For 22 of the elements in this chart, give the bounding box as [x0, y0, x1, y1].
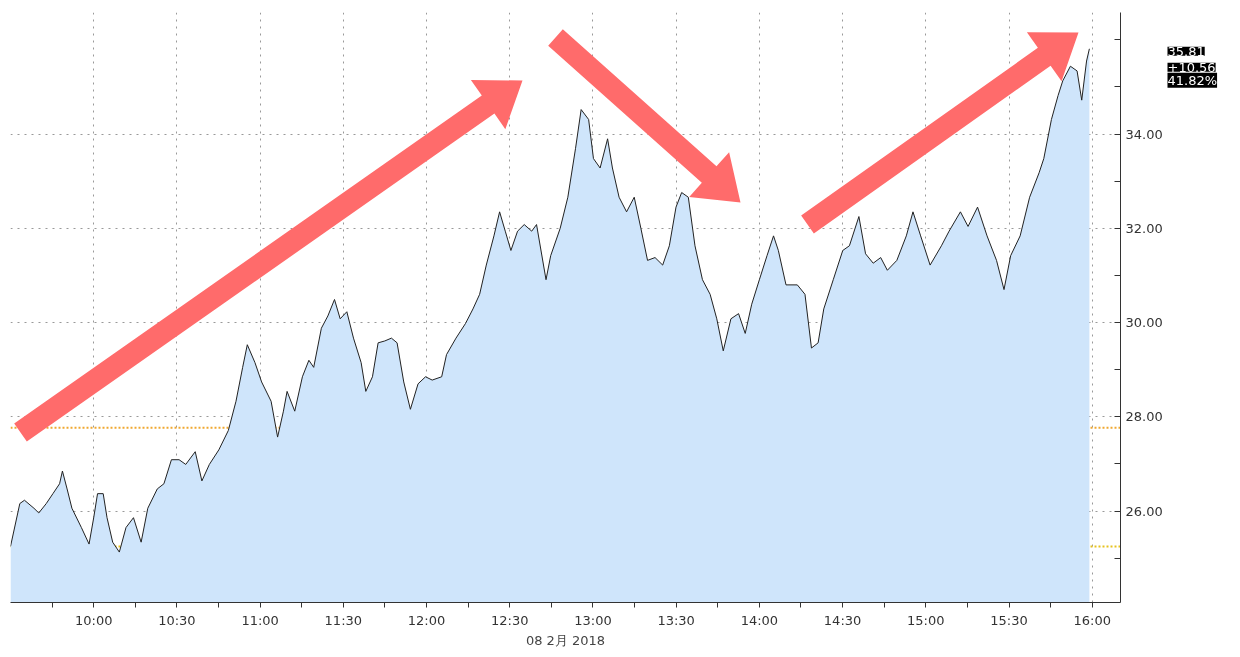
- x-tick-label: 11:00: [241, 612, 279, 628]
- x-tick-label: 12:30: [491, 612, 529, 628]
- x-tick-label: 13:30: [657, 612, 695, 628]
- x-axis-title: 08 2月 2018: [525, 632, 606, 648]
- x-tick-label: 12:00: [407, 612, 446, 628]
- x-tick-label: 13:00: [574, 612, 612, 628]
- x-tick-label: 11:30: [324, 612, 363, 628]
- x-tick-label: 15:30: [990, 612, 1028, 628]
- x-tick-label: 15:00: [907, 612, 945, 628]
- text: 41.82%: [1167, 72, 1218, 88]
- y-tick-label: 32.00: [1125, 220, 1163, 236]
- y-tick-label: 26.00: [1125, 503, 1163, 519]
- y-tick-label: 28.00: [1125, 409, 1163, 425]
- y-tick-label: 34.00: [1125, 126, 1163, 142]
- x-tick-label: 10:30: [158, 612, 196, 628]
- x-tick-label: 14:00: [740, 612, 779, 628]
- text: 35.81: [1167, 43, 1205, 59]
- text: +10.56: [1167, 59, 1216, 75]
- x-tick-label: 14:30: [823, 612, 862, 628]
- x-tick-label: 16:00: [1073, 612, 1111, 628]
- x-tick-label: 10:00: [74, 612, 113, 628]
- y-tick-label: 30.00: [1125, 315, 1163, 331]
